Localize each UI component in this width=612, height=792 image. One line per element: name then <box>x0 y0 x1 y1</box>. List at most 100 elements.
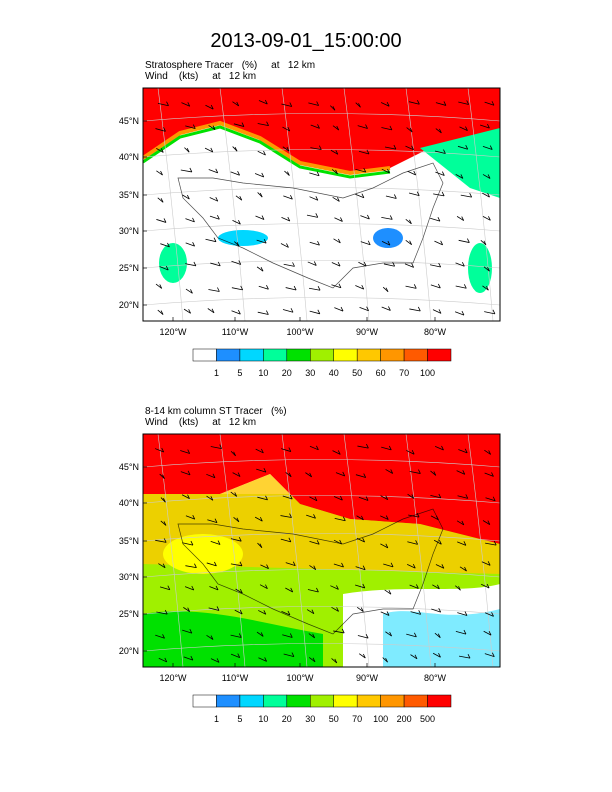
wind-barb <box>204 147 213 153</box>
colorbar-cell <box>239 348 264 362</box>
wind-barb <box>336 607 339 612</box>
wind-barb <box>405 145 414 151</box>
wind-barb <box>333 539 342 545</box>
wind-barb <box>410 654 418 660</box>
colorbar-cell <box>403 694 428 708</box>
wind-barb <box>241 122 245 127</box>
wind-barb <box>309 540 320 545</box>
wind-barb <box>332 196 340 202</box>
wind-barb <box>484 449 491 455</box>
wind-barb <box>393 194 397 199</box>
wind-barb <box>155 283 162 289</box>
wind-barb <box>462 470 466 475</box>
wind-barb <box>238 260 242 265</box>
wind-barb <box>358 103 361 108</box>
wind-barb <box>334 658 338 664</box>
wind-barb <box>366 149 370 155</box>
wind-barb <box>185 565 197 569</box>
wind-barb <box>185 288 193 294</box>
wind-barb <box>360 607 364 612</box>
colorbar-label: 70 <box>352 714 362 724</box>
wind-barb <box>214 518 218 523</box>
wind-barb <box>418 610 422 615</box>
wind-barb <box>292 561 296 566</box>
wind-barb <box>331 606 339 612</box>
colorbar-2: 1 5 10 20 30 50 70 100 200 500 <box>192 694 452 724</box>
wind-barb <box>337 197 340 202</box>
wind-barb <box>282 634 293 638</box>
wind-barb <box>482 285 489 291</box>
wind-barb <box>366 443 369 449</box>
wind-barb <box>439 540 442 545</box>
wind-barb <box>189 167 193 173</box>
wind-barb <box>465 145 469 150</box>
y-tick-label: 35°N <box>119 190 139 200</box>
wind-barb <box>259 584 268 589</box>
wind-barb <box>356 606 364 612</box>
wind-barb <box>239 609 243 615</box>
wind-barb <box>441 564 445 569</box>
wind-barb <box>358 150 370 155</box>
wind-barb <box>387 168 390 174</box>
wind-barb <box>212 473 216 478</box>
wind-barb <box>185 242 195 247</box>
wind-barb <box>180 450 190 454</box>
wind-barb <box>231 260 241 265</box>
colorbar-label: 60 <box>376 368 386 378</box>
wind-barb <box>331 284 342 289</box>
wind-barb <box>437 633 441 638</box>
wind-barb <box>355 566 366 571</box>
wind-barb <box>407 170 416 176</box>
wind-barb <box>234 492 238 497</box>
meridian-line <box>405 88 432 321</box>
wind-barb <box>465 126 468 131</box>
colorbar-label: 100 <box>420 368 435 378</box>
wind-barb <box>380 102 390 107</box>
wind-barb <box>182 542 194 546</box>
wind-barb <box>212 125 216 130</box>
wind-barb <box>335 472 345 477</box>
wind-barb <box>282 309 294 313</box>
wind-barb <box>289 513 292 518</box>
wind-barb <box>256 266 264 272</box>
wind-barb <box>380 495 388 501</box>
wind-barb <box>235 588 243 594</box>
wind-barb <box>183 607 190 612</box>
y-tick-label: 30°N <box>119 226 139 236</box>
wind-barb <box>210 635 214 640</box>
wind-barb <box>280 538 291 543</box>
colorbar-label: 30 <box>305 714 315 724</box>
wind-barb <box>181 102 190 107</box>
parallel-line <box>143 495 500 504</box>
wind-barb <box>404 263 414 268</box>
wind-barb <box>383 263 395 267</box>
wind-barb <box>283 195 293 200</box>
colorbar-cell <box>286 694 311 708</box>
wind-barb <box>433 193 445 197</box>
wind-barb <box>436 515 439 520</box>
wind-barb <box>192 217 195 223</box>
colorbar-cell <box>216 694 241 708</box>
wind-barb <box>334 307 344 312</box>
wind-barb <box>410 611 421 615</box>
wind-barb <box>355 193 365 199</box>
wind-barb <box>291 652 295 657</box>
wind-barb <box>206 634 214 640</box>
wind-barb <box>189 628 193 634</box>
wind-barb <box>456 470 465 475</box>
wind-barb <box>190 289 193 294</box>
y-tick-label: 45°N <box>119 116 139 126</box>
wind-barb <box>292 262 295 267</box>
wind-barb <box>438 653 441 658</box>
colorbar-cell <box>239 694 264 708</box>
colorbar-label: 500 <box>420 714 435 724</box>
wind-barb <box>381 306 391 311</box>
wind-barb <box>286 243 289 248</box>
y-tick-label: 20°N <box>119 646 139 656</box>
wind-barb <box>230 634 242 638</box>
wind-barb <box>357 125 368 129</box>
wind-barb <box>210 262 221 267</box>
wind-barb <box>363 473 367 478</box>
wind-barb <box>487 192 490 198</box>
wind-barb <box>183 308 191 314</box>
